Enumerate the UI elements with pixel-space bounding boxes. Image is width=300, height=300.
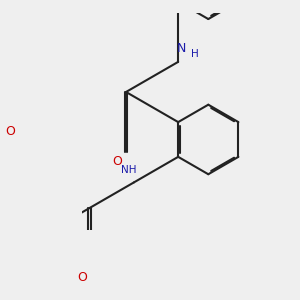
Text: O: O xyxy=(112,155,122,168)
Text: H: H xyxy=(191,49,199,59)
Text: O: O xyxy=(77,271,87,284)
Text: NH: NH xyxy=(121,165,137,175)
Text: N: N xyxy=(176,42,186,55)
Text: O: O xyxy=(5,125,15,138)
